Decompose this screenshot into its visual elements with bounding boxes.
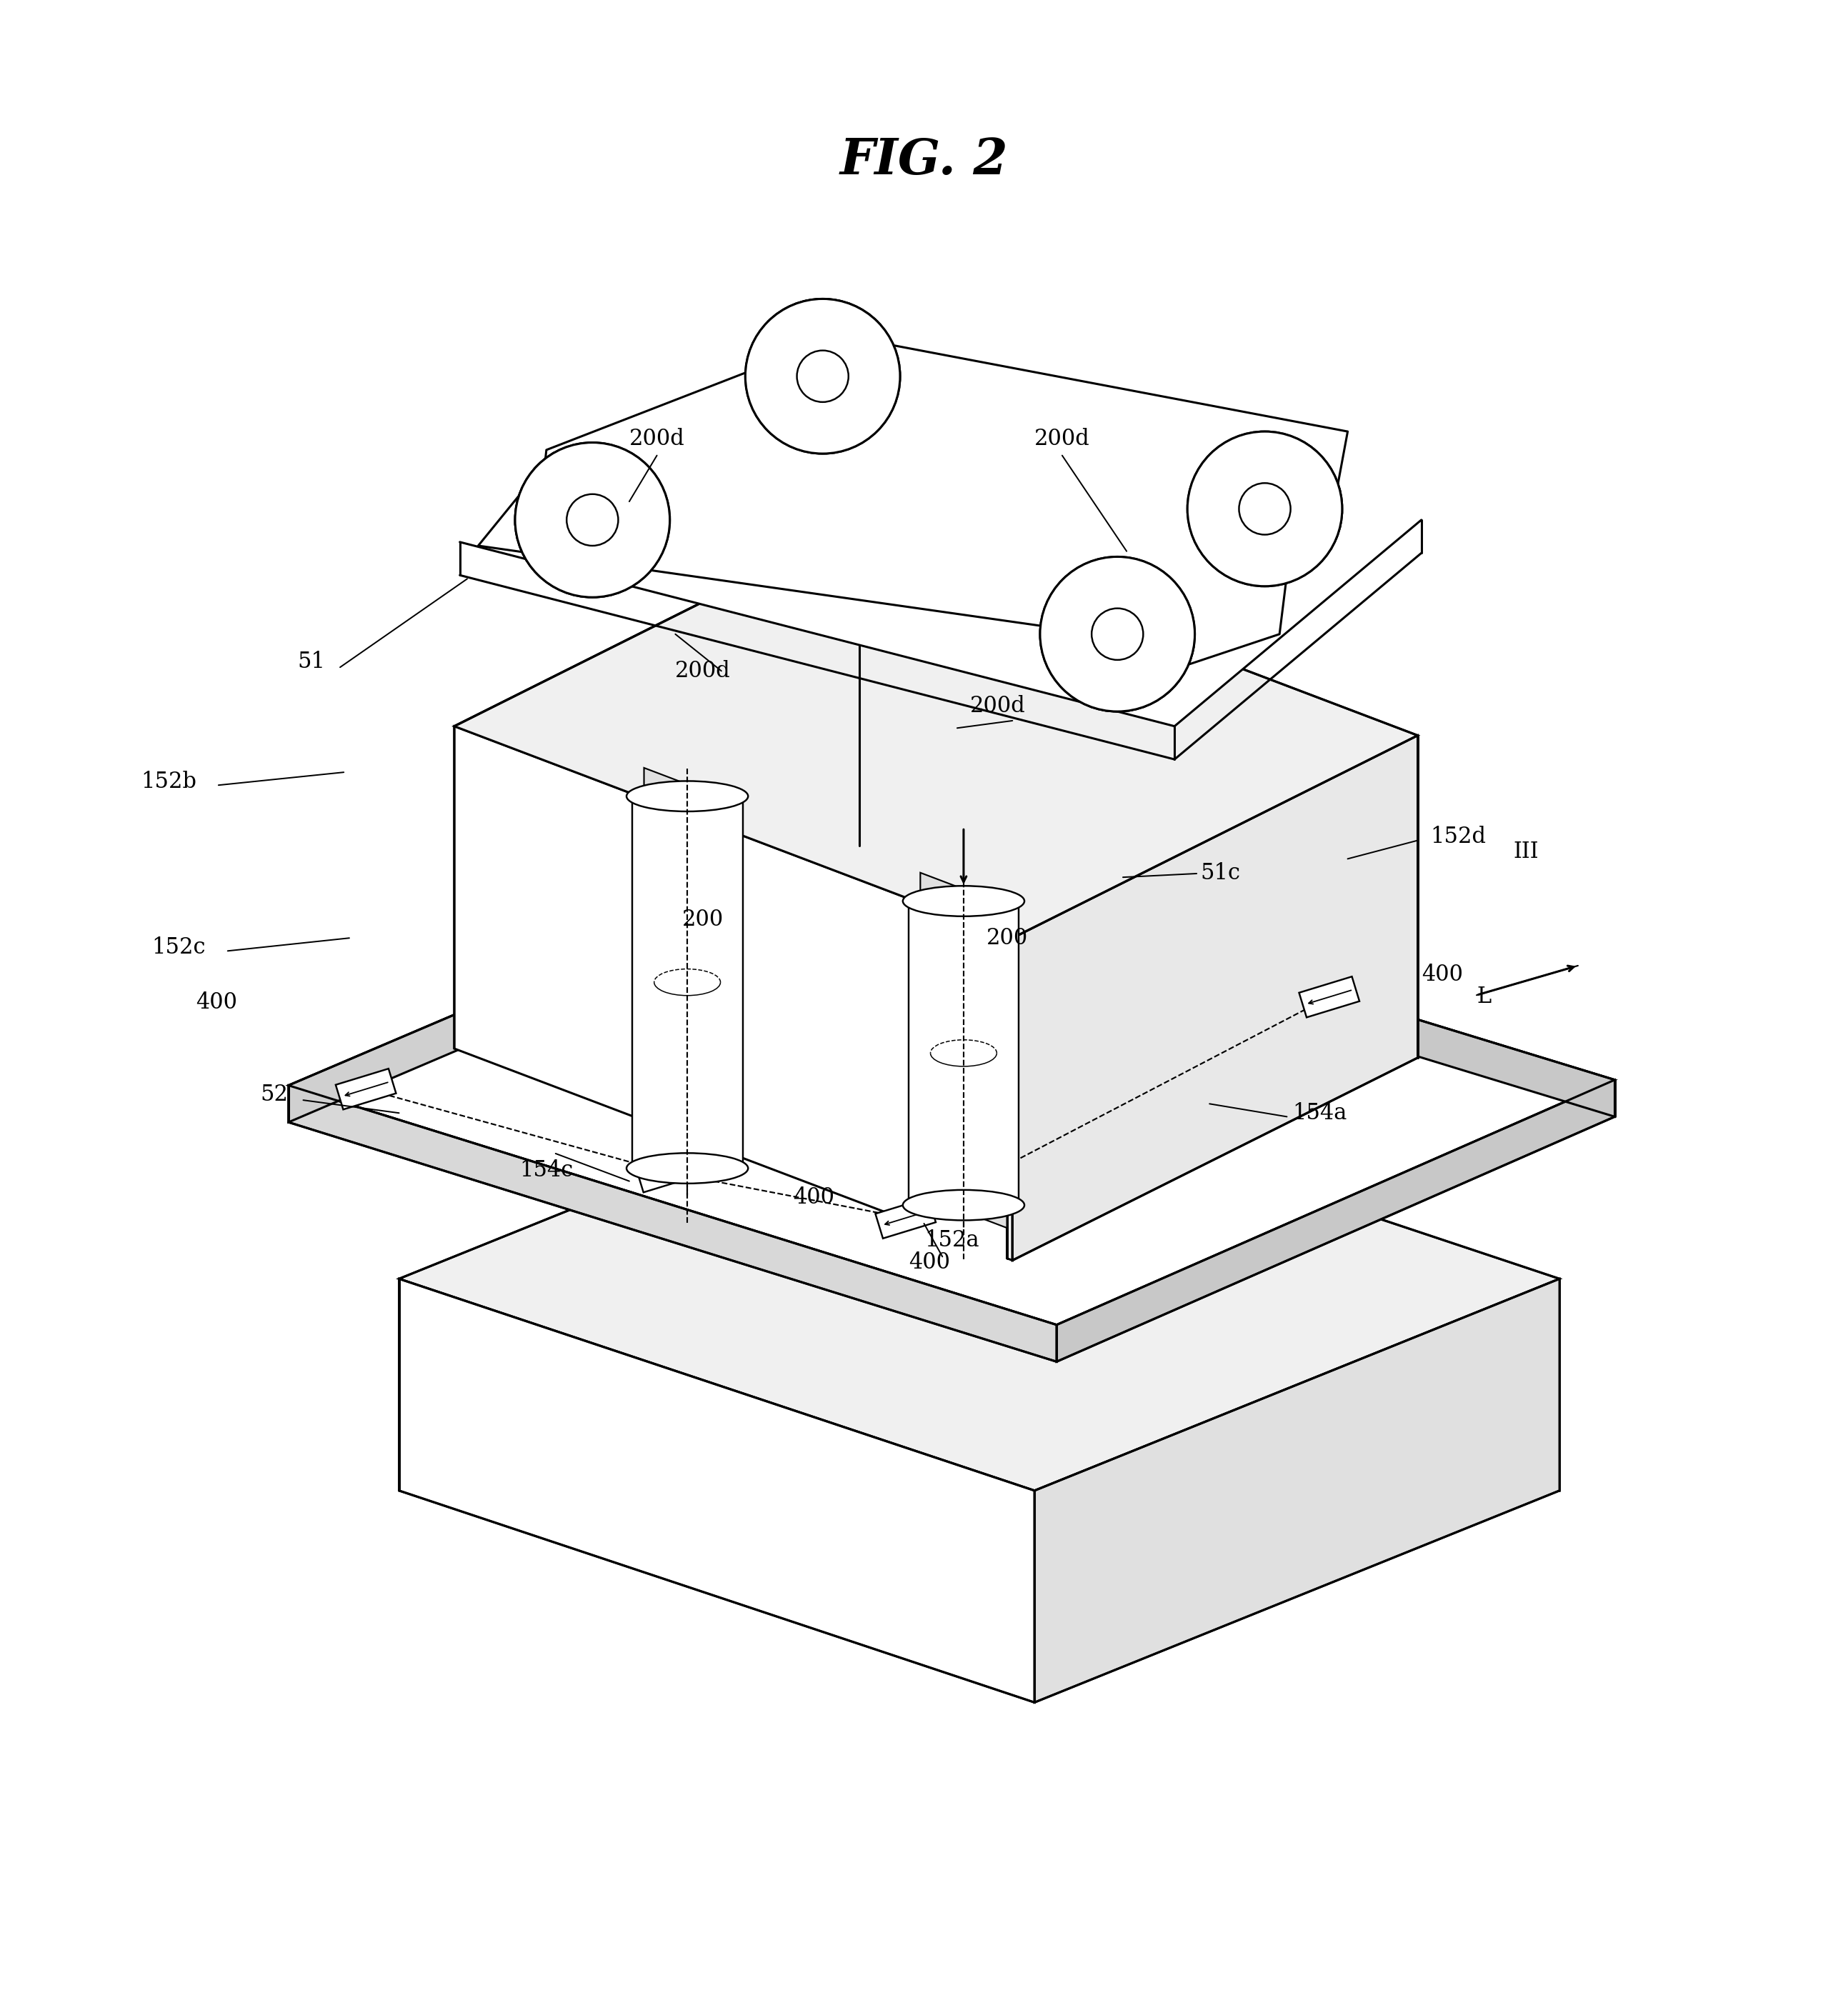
Bar [636,1151,697,1193]
Text: 152c: 152c [152,936,205,958]
Text: III: III [1514,840,1539,862]
Text: 200d: 200d [675,660,730,682]
Text: 51: 51 [298,652,325,674]
Polygon shape [730,832,920,1225]
Text: L: L [1477,986,1491,1009]
Circle shape [1188,431,1342,585]
Text: 152d: 152d [1430,826,1486,848]
Polygon shape [909,900,1018,1205]
Text: 400: 400 [909,1251,950,1273]
Text: FIG. 2: FIG. 2 [839,136,1009,184]
Text: 51c: 51c [1201,862,1240,884]
Text: 200: 200 [987,926,1027,948]
Polygon shape [455,726,643,1121]
Circle shape [567,493,619,545]
Circle shape [516,443,669,597]
Polygon shape [455,523,1417,938]
Ellipse shape [904,1189,1024,1221]
Text: 152b: 152b [140,770,196,792]
Bar [876,1197,935,1239]
Text: 200d: 200d [628,427,684,449]
Text: 400: 400 [1421,964,1464,986]
Ellipse shape [626,1153,748,1183]
Polygon shape [632,796,743,1169]
Circle shape [1092,608,1144,660]
Polygon shape [920,872,1007,1227]
Polygon shape [288,1085,1057,1361]
Text: 154c: 154c [519,1159,573,1181]
Circle shape [796,351,848,403]
Polygon shape [399,1067,1560,1490]
Text: 200d: 200d [970,696,1026,718]
Circle shape [745,299,900,453]
Circle shape [1188,431,1342,585]
Polygon shape [288,846,850,1123]
Text: 400: 400 [196,990,237,1015]
Bar [1299,976,1360,1017]
Circle shape [1040,557,1196,712]
Circle shape [796,351,848,403]
Circle shape [516,443,669,597]
Text: 152a: 152a [924,1229,979,1251]
Polygon shape [1057,1081,1615,1361]
Polygon shape [1035,1279,1560,1702]
Polygon shape [850,846,1615,1117]
Circle shape [1040,557,1196,712]
Polygon shape [1007,936,1013,1261]
Text: 200: 200 [682,908,724,930]
Text: 154a: 154a [1292,1103,1347,1125]
Circle shape [1238,483,1290,535]
Circle shape [1238,483,1290,535]
Polygon shape [1013,736,1417,1261]
Polygon shape [399,1279,1035,1702]
Text: 52: 52 [261,1083,288,1105]
Ellipse shape [626,782,748,812]
Circle shape [1092,608,1144,660]
Text: 200d: 200d [1035,427,1090,449]
Circle shape [567,493,619,545]
Polygon shape [643,768,730,1123]
Text: 400: 400 [793,1187,833,1209]
Polygon shape [460,335,1421,726]
Polygon shape [288,846,1615,1325]
Circle shape [745,299,900,453]
Ellipse shape [904,886,1024,916]
Bar [336,1069,395,1109]
